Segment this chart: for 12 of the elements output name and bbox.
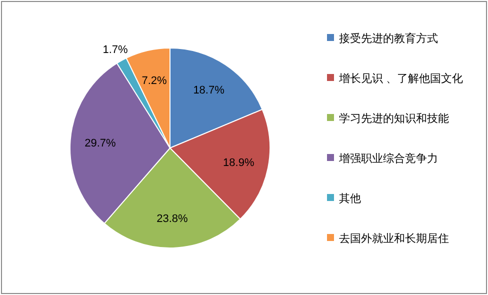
data-label: 7.2% <box>142 74 168 87</box>
legend-label: 去国外就业和长期居住 <box>339 232 449 245</box>
legend-label: 接受先进的教育方式 <box>339 32 438 45</box>
legend-label: 其他 <box>339 192 361 205</box>
data-label: 18.7% <box>193 84 225 97</box>
legend-label: 增强职业综合竞争力 <box>338 152 438 165</box>
data-label: 1.7% <box>102 44 128 56</box>
data-label: 29.7% <box>84 138 116 150</box>
data-label: 23.8% <box>156 212 188 225</box>
data-label: 18.9% <box>223 156 254 169</box>
legend-label: 增长见识 、了解他国文化 <box>338 72 464 85</box>
legend-label: 学习先进的知识和技能 <box>339 112 449 125</box>
